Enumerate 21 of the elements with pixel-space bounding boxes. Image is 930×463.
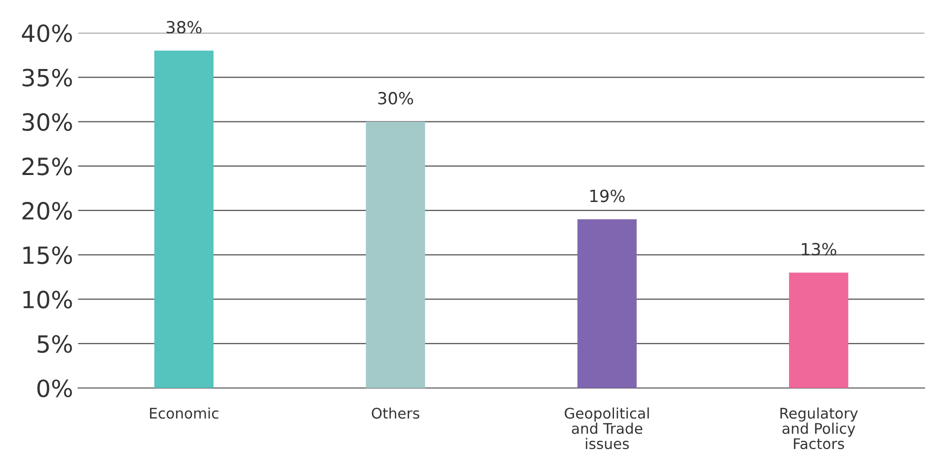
y-tick-label: 0% bbox=[37, 379, 72, 398]
bar bbox=[366, 122, 426, 388]
bar bbox=[789, 272, 848, 388]
data-label: 38% bbox=[166, 20, 202, 34]
x-tick-label: Geopolitical and Trade issues bbox=[564, 407, 649, 450]
y-tick-label: 35% bbox=[22, 68, 72, 87]
bar bbox=[154, 50, 214, 388]
data-label: 30% bbox=[378, 92, 414, 105]
bar bbox=[577, 219, 637, 388]
x-tick-label: Others bbox=[372, 407, 420, 419]
y-tick-label: 20% bbox=[22, 202, 72, 220]
data-label: 19% bbox=[590, 190, 625, 202]
data-label: 13% bbox=[802, 242, 836, 256]
x-tick-label: Regulatory and Policy Factors bbox=[780, 407, 858, 450]
y-tick-label: 25% bbox=[22, 157, 72, 176]
y-tick-label: 5% bbox=[38, 335, 72, 353]
y-tick-label: 15% bbox=[23, 246, 72, 264]
y-tick-label: 30% bbox=[22, 113, 72, 131]
y-tick-label: 40% bbox=[22, 24, 72, 42]
x-tick-label: Economic bbox=[150, 407, 218, 419]
y-tick-label: 10% bbox=[23, 290, 72, 309]
